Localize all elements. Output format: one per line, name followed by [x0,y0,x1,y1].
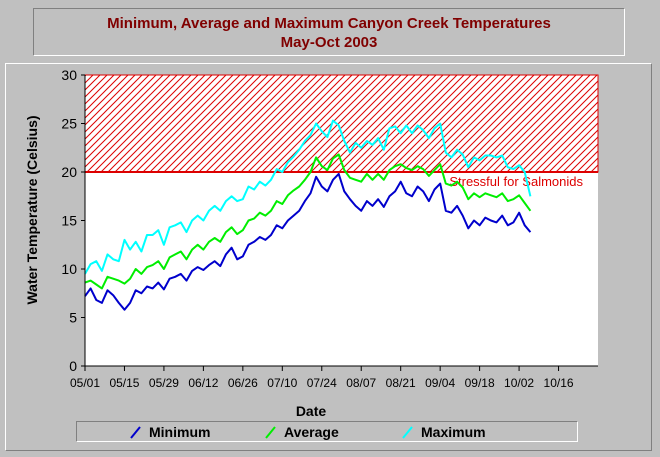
series-line-maximum [84,119,532,275]
threshold-label: Stressful for Salmonids [449,174,583,189]
y-axis-title: Water Temperature (Celsius) [24,115,40,305]
legend-swatch-average [265,426,276,439]
chart-title-box: Minimum, Average and Maximum Canyon Cree… [33,8,625,56]
series-line-average [84,153,532,290]
x-tick-label: 07/10 [267,376,297,390]
x-tick-label: 09/18 [465,376,495,390]
legend-swatch-maximum [402,426,413,439]
legend-label-average: Average [284,424,339,440]
x-tick-label: 05/29 [149,376,179,390]
threshold-band [84,74,599,173]
x-tick-label: 05/15 [109,376,139,390]
series-line-minimum [84,172,532,311]
legend: Minimum Average Maximum [76,421,578,442]
x-axis-title: Date [295,403,327,419]
chart-title: Minimum, Average and Maximum Canyon Cree… [107,15,551,32]
x-tick-label: 10/16 [544,376,574,390]
y-tick-label: 15 [61,213,77,229]
legend-label-maximum: Maximum [421,424,486,440]
x-tick-label: 08/21 [386,376,416,390]
x-tick-label: 06/26 [228,376,258,390]
x-tick-label: 10/02 [504,376,534,390]
x-tick-label: 06/12 [188,376,218,390]
y-tick-label: 0 [69,358,77,374]
x-tick-label: 05/01 [70,376,100,390]
legend-label-minimum: Minimum [149,424,211,440]
y-tick-label: 5 [69,310,77,326]
y-tick-label: 10 [61,261,77,277]
x-tick-label: 09/04 [425,376,455,390]
y-tick-label: 20 [61,164,77,180]
x-tick-label: 07/24 [307,376,337,390]
y-tick-label: 25 [61,116,77,132]
chart-panel [5,63,652,451]
chart-subtitle: May-Oct 2003 [280,34,378,51]
y-tick-label: 30 [61,67,77,83]
x-tick-label: 08/07 [346,376,376,390]
legend-swatch-minimum [130,426,141,439]
